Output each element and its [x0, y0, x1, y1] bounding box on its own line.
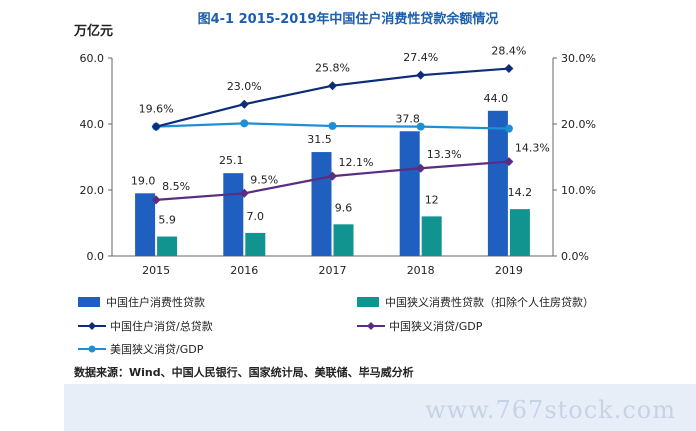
bar-total-loans — [399, 131, 420, 256]
cn-gdp-label: 9.5% — [250, 173, 278, 186]
legend-label-total-ratio: 中国住户消贷/总贷款 — [110, 320, 213, 333]
bar-total-loans-label: 31.5 — [307, 133, 332, 146]
right-axis-tick-label: 10.0% — [561, 184, 596, 197]
bar-total-loans-label: 25.1 — [219, 154, 244, 167]
note-box — [64, 384, 696, 431]
legend-label-us-gdp: 美国狭义消贷/GDP — [110, 343, 204, 356]
total-ratio-line — [155, 67, 509, 128]
total-ratio-label: 28.4% — [491, 45, 526, 58]
left-axis-tick-label: 20.0 — [80, 184, 105, 197]
cn-gdp-point — [151, 195, 161, 205]
left-axis-unit-label: 万亿元 — [74, 24, 114, 39]
legend-item-cn-gdp: 中国狭义消贷/GDP — [357, 318, 482, 334]
total-ratio-point — [239, 99, 249, 109]
legend-swatch-line-us-gdp — [78, 345, 106, 353]
bar-total-loans — [135, 193, 156, 256]
x-axis-tick-label: 2017 — [319, 264, 347, 277]
cn-gdp-label: 13.3% — [427, 148, 462, 161]
cn-gdp-point — [416, 163, 426, 173]
us-gdp-point — [328, 121, 337, 130]
legend-swatch-bar-narrow — [357, 297, 379, 307]
chart-plot: 0.0 20.0 40.0 60.0 0.0% 10.0% 20.0% 30.0% 2015 20… — [80, 45, 596, 277]
cn-gdp-point — [504, 157, 514, 167]
left-axis-tick-label: 0.0 — [87, 250, 105, 263]
bar-total-loans-label: 44.0 — [484, 92, 509, 105]
bar-narrow-loans-label: 7.0 — [247, 210, 265, 223]
total-ratio-label: 25.8% — [315, 62, 350, 75]
x-axis-tick-label: 2019 — [495, 264, 523, 277]
us-gdp-point — [416, 122, 425, 131]
cn-gdp-point — [239, 188, 249, 198]
data-source-note: 数据来源：Wind、中国人民银行、国家统计局、美联储、毕马威分析 — [74, 366, 414, 379]
legend-label-cn-gdp: 中国狭义消贷/GDP — [389, 320, 483, 333]
us-gdp-point — [240, 119, 249, 128]
total-ratio-point — [151, 122, 161, 132]
cn-gdp-label: 12.1% — [339, 156, 374, 169]
legend-item-total-loans: 中国住户消费性贷款 — [78, 294, 205, 310]
bar-total-loans-label: 19.0 — [131, 174, 156, 187]
cn-gdp-point — [328, 171, 337, 181]
bar-narrow-loans — [333, 224, 354, 256]
legend-label-total-loans: 中国住户消费性贷款 — [106, 296, 205, 309]
bar-total-loans — [311, 152, 332, 256]
us-gdp-point — [504, 124, 513, 133]
chart-title: 图4-1 2015-2019年中国住户消费性贷款余额情况 — [197, 12, 499, 27]
right-axis-tick-label: 20.0% — [561, 118, 596, 131]
right-axis-tick-label: 0.0% — [561, 250, 589, 263]
left-axis-tick-label: 60.0 — [80, 52, 105, 65]
bar-narrow-loans — [245, 232, 266, 256]
left-axis-tick-label: 40.0 — [80, 118, 105, 131]
legend-swatch-line-total-ratio — [78, 322, 106, 330]
x-axis-tick-label: 2018 — [407, 264, 435, 277]
total-ratio-point — [504, 64, 514, 74]
x-axis-tick-label: 2016 — [230, 264, 258, 277]
bar-total-loans — [487, 110, 508, 256]
total-ratio-point — [416, 70, 426, 80]
bar-narrow-loans-label: 9.6 — [335, 201, 353, 214]
watermark: www.767stock.com — [425, 396, 676, 424]
legend-swatch-bar-total — [78, 297, 100, 307]
bar-narrow-loans — [421, 216, 442, 256]
total-ratio-point — [328, 81, 337, 91]
legend-item-narrow-loans: 中国狭义消费性贷款（扣除个人住房贷款） — [357, 294, 594, 310]
legend-label-narrow-loans: 中国狭义消费性贷款（扣除个人住房贷款） — [385, 296, 594, 309]
x-axis-tick-label: 2015 — [142, 264, 170, 277]
bar-narrow-loans — [509, 209, 530, 256]
bar-narrow-loans-label: 14.2 — [508, 186, 533, 199]
bar-narrow-loans-label: 5.9 — [158, 214, 176, 227]
legend-swatch-line-cn-gdp — [357, 322, 385, 330]
total-ratio-label: 23.0% — [227, 80, 262, 93]
cn-gdp-label: 14.3% — [515, 142, 550, 155]
bar-narrow-loans — [157, 236, 178, 256]
bar-total-loans-label: 37.8 — [395, 112, 420, 125]
legend-item-total-ratio: 中国住户消贷/总贷款 — [78, 318, 213, 334]
bar-total-loans — [223, 173, 244, 256]
total-ratio-label: 27.4% — [403, 51, 438, 64]
right-axis-tick-label: 30.0% — [561, 52, 596, 65]
bar-narrow-loans-label: 12 — [425, 193, 439, 206]
legend-item-us-gdp: 美国狭义消贷/GDP — [78, 341, 203, 357]
cn-gdp-line — [156, 160, 509, 201]
total-ratio-label: 19.6% — [139, 103, 174, 116]
cn-gdp-label: 8.5% — [162, 180, 190, 193]
